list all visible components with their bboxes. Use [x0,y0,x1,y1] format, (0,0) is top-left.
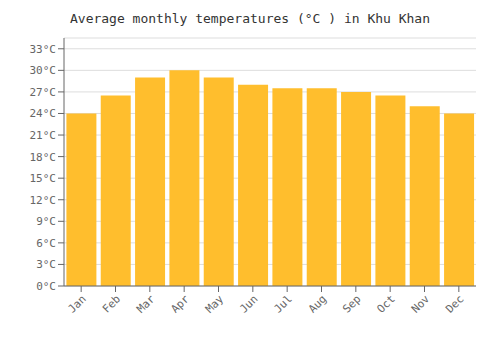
svg-text:Sep: Sep [340,292,363,315]
svg-text:Dec: Dec [443,292,466,315]
svg-text:21°C: 21°C [30,129,57,142]
svg-text:Oct: Oct [375,292,398,315]
svg-text:18°C: 18°C [30,151,57,164]
svg-text:Jun: Jun [237,292,260,315]
svg-text:12°C: 12°C [30,194,57,207]
svg-text:Nov: Nov [409,292,433,316]
svg-text:0°C: 0°C [36,280,56,293]
svg-text:9°C: 9°C [36,215,56,228]
svg-text:15°C: 15°C [30,172,57,185]
svg-text:Aug: Aug [306,292,329,315]
svg-text:27°C: 27°C [30,86,57,99]
svg-text:33°C: 33°C [30,43,57,56]
svg-text:3°C: 3°C [36,258,56,271]
svg-text:30°C: 30°C [30,64,57,77]
svg-text:Jul: Jul [272,292,295,315]
svg-text:Feb: Feb [100,292,123,315]
svg-text:Jan: Jan [66,292,89,315]
svg-text:May: May [203,292,227,316]
svg-text:Mar: Mar [134,292,158,316]
html-text:Average monthly temperatures (: Average monthly temperatures (°C ) in Kh… [70,11,430,26]
svg-text:24°C: 24°C [30,107,57,120]
svg-text:6°C: 6°C [36,237,56,250]
svg-text:Apr: Apr [169,292,193,316]
